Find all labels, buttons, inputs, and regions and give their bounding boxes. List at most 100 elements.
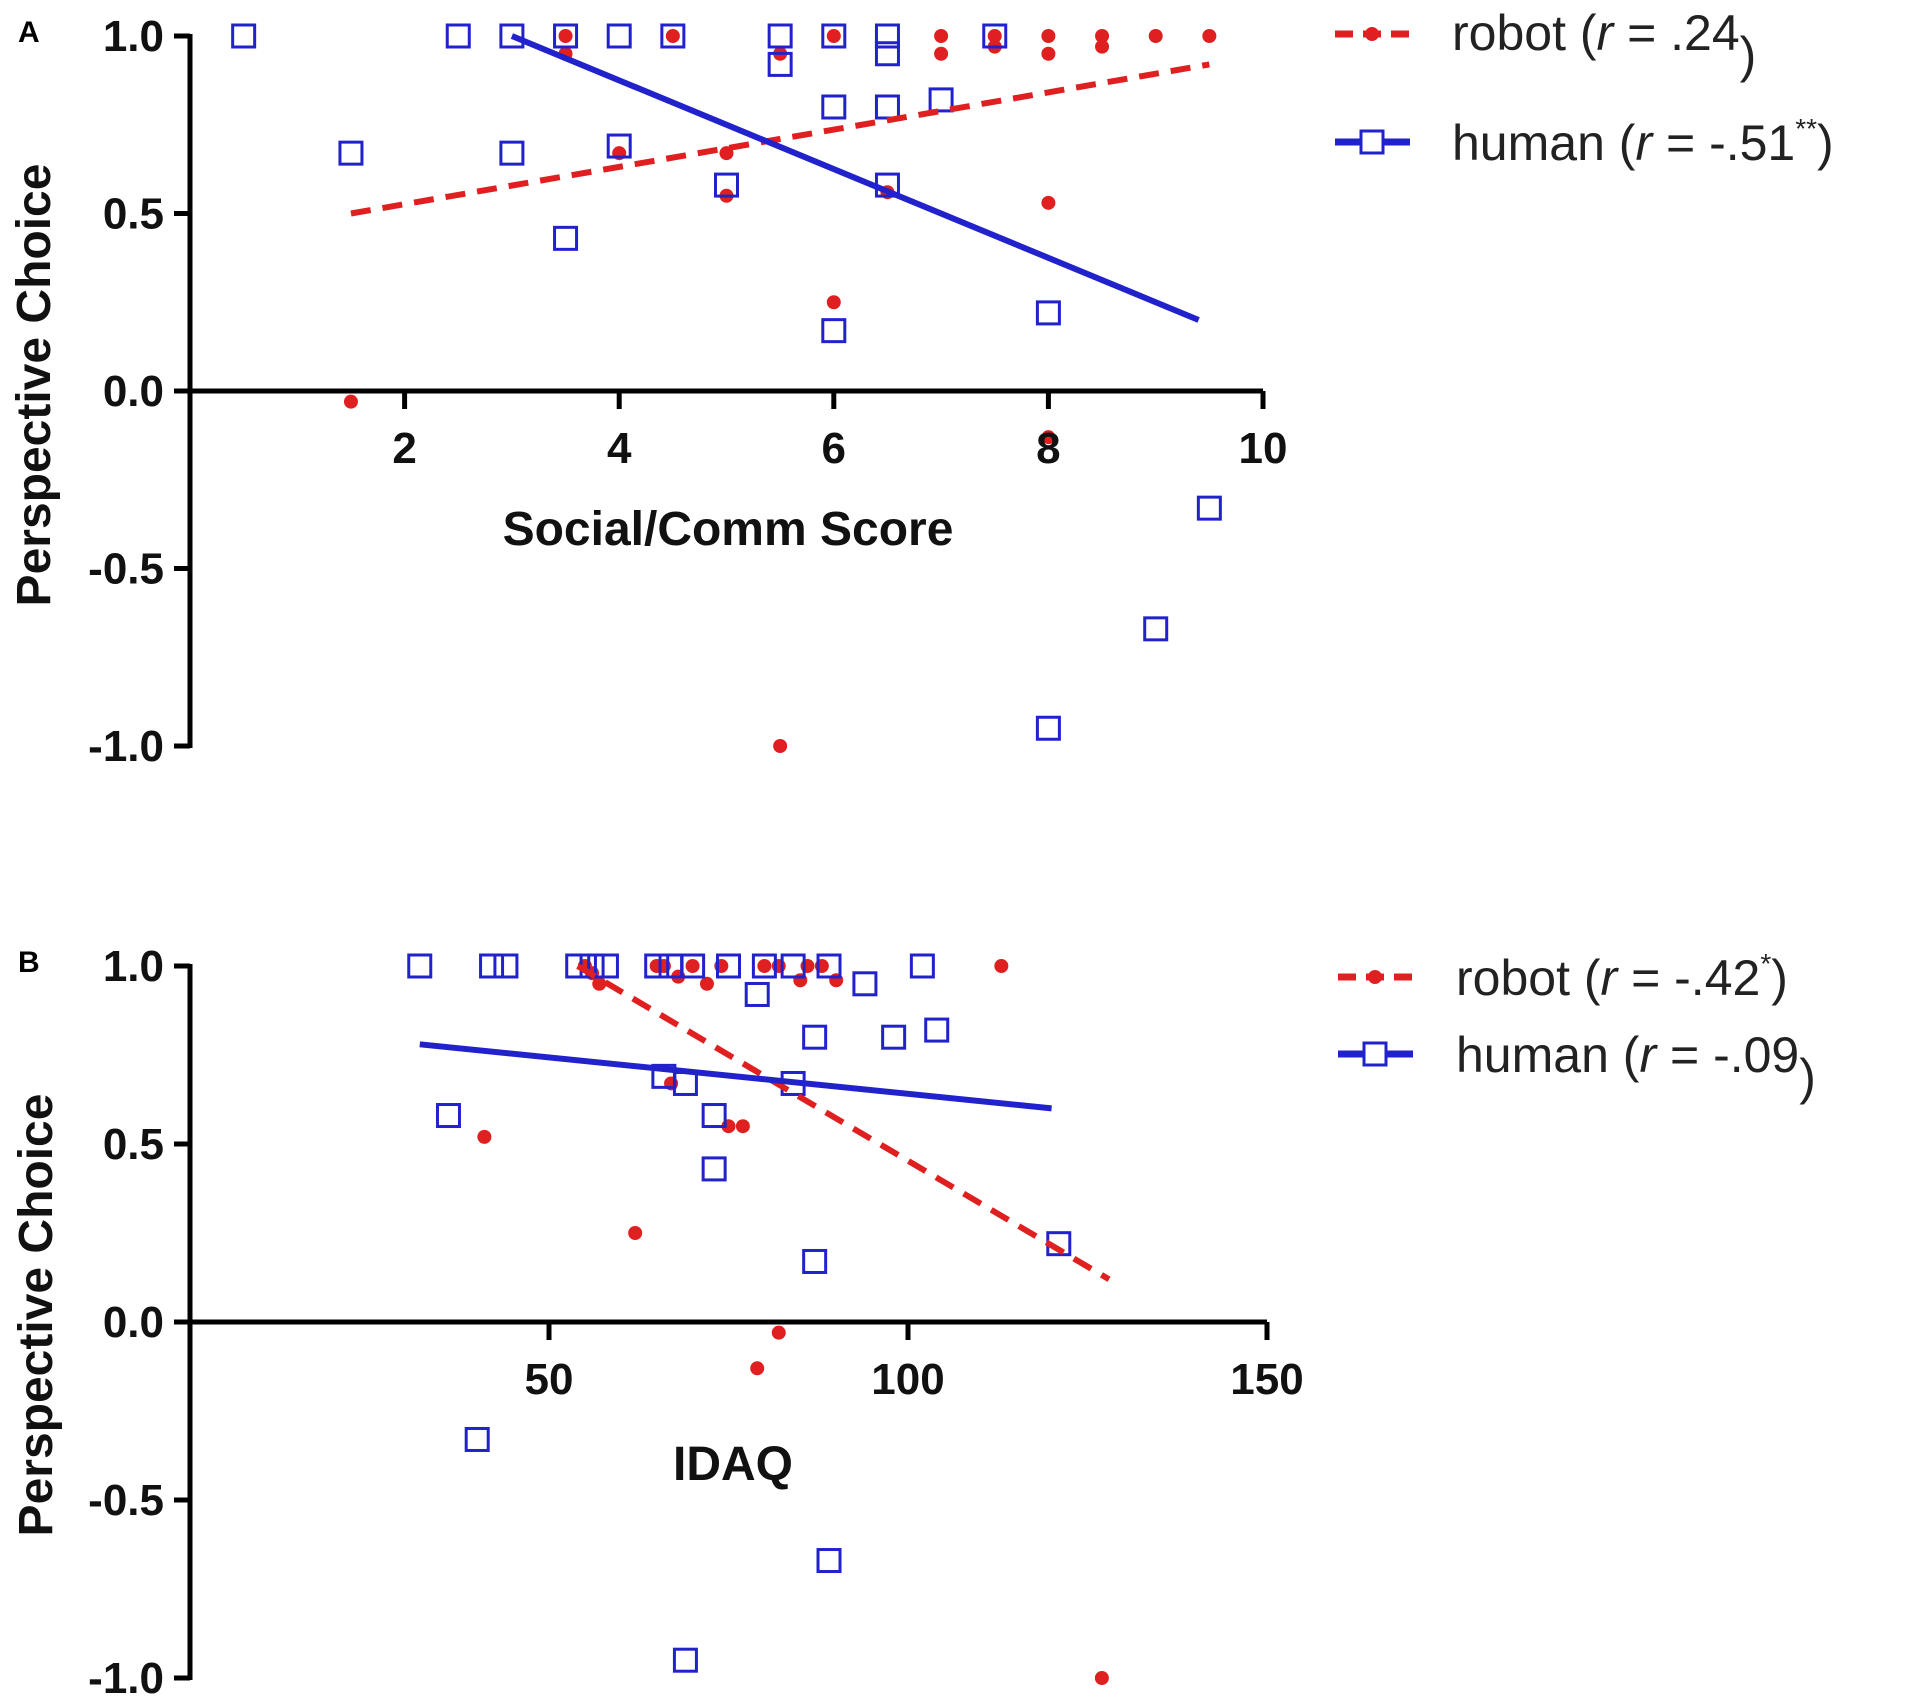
- panel-a-robot-point: [826, 29, 841, 43]
- panel-b-human-point: [716, 953, 741, 979]
- panel-a-human-point: [821, 23, 847, 49]
- panel-a-human-point: [1035, 715, 1061, 741]
- panel-a-y-tick-label: 0.0: [103, 367, 164, 416]
- panel-a-human-point: [767, 51, 793, 77]
- panel-a-human-point: [821, 318, 847, 344]
- panel-b-human-point: [924, 1017, 950, 1043]
- panel-b-human-point: [852, 971, 878, 997]
- panel-b-robot-point: [628, 1226, 643, 1240]
- panel-a-x-tick-label: 8: [1036, 424, 1060, 473]
- panel-b-y-tick-label: -0.5: [88, 1476, 164, 1525]
- panel-b-x-ticks: 50 100 150: [525, 1322, 1304, 1404]
- panel-b-robot-point: [735, 1119, 750, 1134]
- panel-b-human-point: [565, 953, 591, 979]
- panel-a-robot-point: [934, 46, 949, 61]
- panel-a-robot-point: [1041, 29, 1056, 43]
- panel-a-robot-point: [773, 739, 788, 753]
- panel-b-robot-point: [800, 959, 815, 973]
- panel-a-human-point: [499, 140, 525, 166]
- panel-a-human-fit-line: [510, 33, 1200, 323]
- panel-b-human-point: [593, 953, 619, 979]
- panel-a-x-tick-label: 6: [822, 424, 846, 473]
- panel-b-human-point: [464, 1426, 490, 1452]
- panel-b-human-point: [816, 1548, 842, 1574]
- panel-a-human-point: [1196, 495, 1222, 521]
- panel-a-robot-point: [343, 394, 358, 409]
- panel-a-human-point: [660, 23, 686, 49]
- panel-a-y-tick-label: -0.5: [88, 545, 164, 594]
- panel-b-human-point: [672, 1647, 698, 1673]
- panel-b-robot-point: [757, 959, 772, 973]
- panel-b-human-point: [751, 953, 777, 979]
- panel-b-x-tick-label: 50: [525, 1355, 574, 1404]
- panel-a-robot-point: [665, 29, 680, 43]
- panel-a-legend: robot (r = .24) human (r = -.51**): [1335, 5, 1834, 171]
- panel-b-human-point: [802, 1024, 828, 1050]
- legend-human-marker-b: [1362, 1041, 1388, 1067]
- panel-b-human-point: [802, 1248, 828, 1274]
- panel-b-x-axis-title: IDAQ: [673, 1438, 793, 1491]
- panel-a-human-point: [606, 23, 632, 49]
- panel-b-human-fit-line: [419, 1041, 1052, 1112]
- panel-b-robot-point: [685, 959, 700, 973]
- panel-b-robot-point: [771, 959, 786, 973]
- panel-b-robot-point: [1094, 1671, 1109, 1685]
- panel-b-y-tick-label: -1.0: [88, 1654, 164, 1701]
- legend-robot-marker-b: [1368, 970, 1382, 984]
- legend-human-label-a: human (r = -.51**): [1452, 113, 1834, 171]
- panel-a-robot-point: [1202, 29, 1217, 43]
- panel-a-y-axis-title: Perspective Choice: [8, 164, 61, 607]
- legend-human-b: human (r = -.09): [1338, 1027, 1816, 1105]
- panel-a-robot-point: [1095, 39, 1110, 54]
- panel-a-robot-point: [1041, 195, 1056, 210]
- panel-a-y-tick-label: -1.0: [88, 722, 164, 771]
- panel-b-robot-fit-line: [576, 963, 1111, 1282]
- legend-human-marker-a: [1359, 129, 1385, 155]
- panel-a-human-point: [874, 41, 900, 67]
- panel-a-human-point: [445, 23, 471, 49]
- panel-b: B 1.0 0.5 0.0 -0.5 -1.0 50 100 150 IDAQ Perspe…: [10, 942, 1816, 1701]
- panel-b-robot-point: [699, 976, 714, 991]
- panel-a-human-point: [338, 140, 364, 166]
- panel-a-y-ticks: 1.0 0.5 0.0 -0.5 -1.0: [88, 12, 190, 771]
- panel-a-robot-point: [826, 295, 841, 310]
- panel-a-human-point: [982, 23, 1008, 49]
- panel-b-human-point: [701, 1103, 727, 1129]
- panel-b-human-point: [881, 1024, 907, 1050]
- panel-b-human-point: [435, 1103, 461, 1129]
- legend-robot-b: robot (r = -.42*): [1338, 948, 1788, 1006]
- panel-b-robot-point: [771, 1325, 786, 1340]
- panel-a-human-point: [1143, 616, 1169, 642]
- legend-robot-a: robot (r = .24): [1335, 5, 1756, 83]
- panel-a-human-point: [928, 87, 954, 113]
- panel-a-robot-point: [1041, 46, 1056, 61]
- panel-b-human-point: [744, 981, 770, 1007]
- panel-b-human-point: [680, 953, 706, 979]
- panel-b-y-tick-label: 1.0: [103, 942, 164, 991]
- panel-a-human-point: [553, 225, 579, 251]
- panel-a-robot-point: [1095, 29, 1110, 43]
- panel-b-robot-point: [750, 1361, 765, 1376]
- panel-a-x-tick-label: 4: [607, 424, 632, 473]
- panel-a-robot-point: [934, 29, 949, 43]
- panel-a-human-point: [231, 23, 257, 49]
- legend-human-a: human (r = -.51**): [1335, 113, 1834, 171]
- panel-b-human-point: [407, 953, 433, 979]
- panel-a-human-point: [499, 23, 525, 49]
- panel-a-y-tick-label: 0.5: [103, 190, 164, 239]
- panel-b-human-point: [909, 953, 935, 979]
- panel-letter-a: A: [18, 16, 40, 49]
- panel-b-y-axis-title: Perspective Choice: [10, 1094, 63, 1537]
- panel-b-x-tick-label: 150: [1230, 1355, 1303, 1404]
- legend-robot-label-b: robot (r = -.42*): [1456, 948, 1788, 1006]
- panel-a-robot-point: [987, 29, 1002, 43]
- panel-a-human-point: [767, 23, 793, 49]
- panel-b-legend: robot (r = -.42*) human (r = -.09): [1338, 948, 1816, 1105]
- panel-a-y-tick-label: 1.0: [103, 12, 164, 61]
- panel-b-x-tick-label: 100: [871, 1355, 944, 1404]
- panel-b-y-tick-label: 0.0: [103, 1298, 164, 1347]
- panel-a-x-tick-label: 2: [392, 424, 416, 473]
- legend-robot-label-a: robot (r = .24): [1452, 5, 1756, 83]
- panel-b-y-ticks: 1.0 0.5 0.0 -0.5 -1.0: [88, 942, 190, 1701]
- panel-a-human-point: [874, 23, 900, 49]
